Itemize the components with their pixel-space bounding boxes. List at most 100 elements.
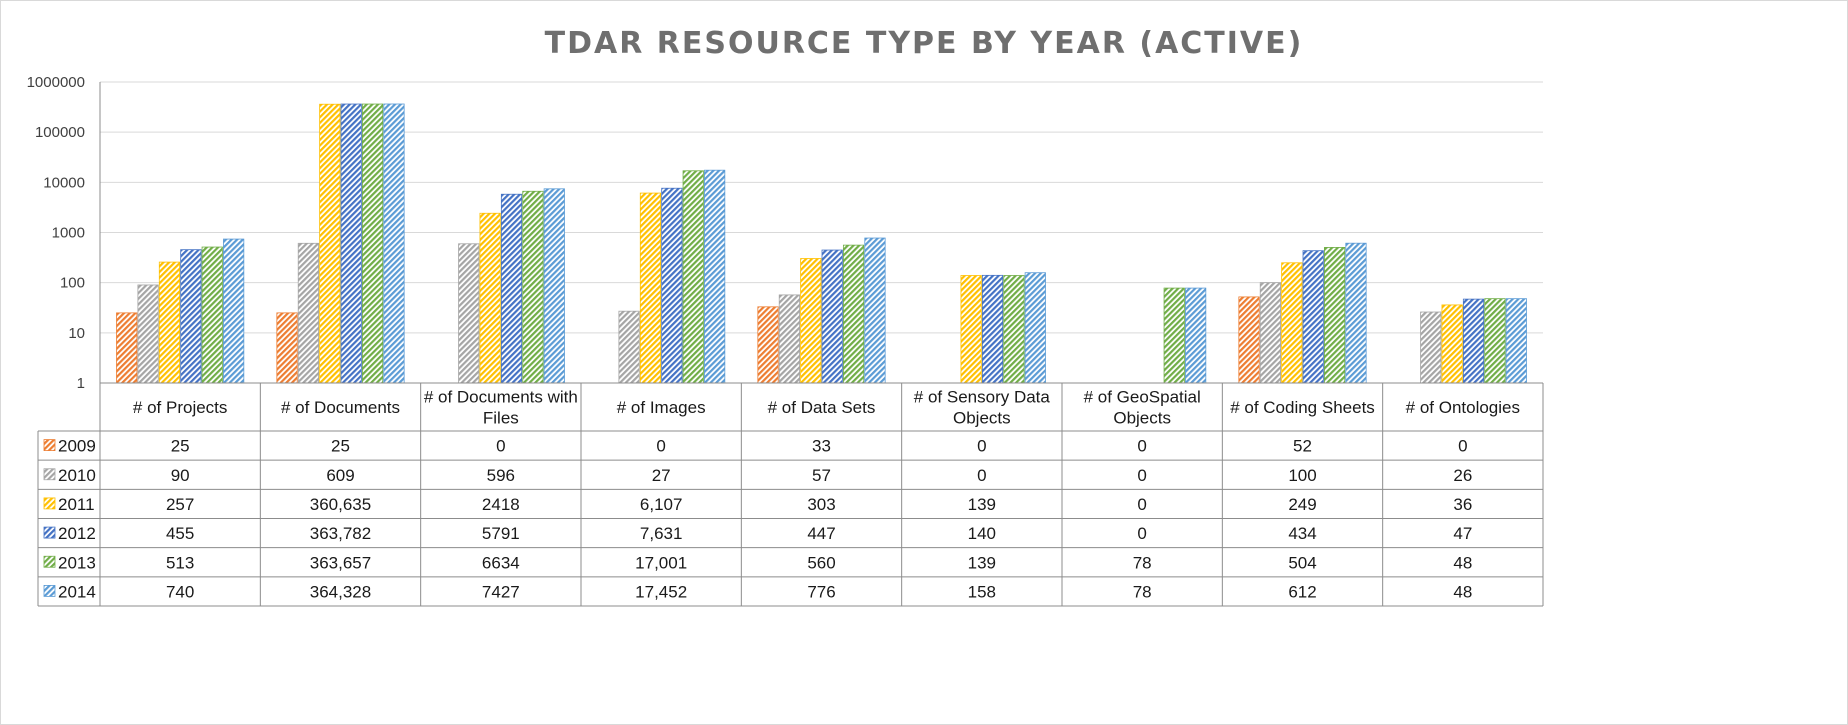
y-tick-label: 1: [77, 375, 85, 392]
bar-2011-7: [1281, 262, 1303, 384]
bar-2012-7: [1302, 250, 1324, 384]
bar-2014-4: [864, 237, 886, 384]
table-cell: 513: [166, 553, 194, 572]
table-cell: 740: [166, 582, 194, 601]
table-cell: 6634: [482, 553, 520, 572]
category-label: # of Data Sets: [768, 398, 876, 417]
chart-title: TDAR RESOURCE TYPE BY YEAR (ACTIVE): [544, 26, 1304, 61]
table-cell: 612: [1288, 582, 1316, 601]
legend-key-2010: [43, 468, 56, 481]
bar-2010-8: [1420, 311, 1442, 384]
table-cell: 249: [1288, 495, 1316, 514]
legend-label: 2013: [58, 553, 96, 572]
table-cell: 90: [171, 466, 190, 485]
bar-2014-1: [383, 103, 405, 384]
category-label: # of Documents: [281, 398, 400, 417]
bar-2013-7: [1323, 247, 1346, 384]
bar-2011-3: [639, 192, 662, 384]
category-label: Files: [483, 409, 519, 428]
table-cell: 7427: [482, 582, 520, 601]
category-label: # of Projects: [133, 398, 228, 417]
bar-2012-1: [340, 103, 362, 384]
bar-2013-2: [522, 190, 544, 384]
table-cell: 17,001: [635, 553, 687, 572]
bar-2010-4: [778, 294, 801, 384]
table-cell: 257: [166, 495, 194, 514]
category-label: # of Coding Sheets: [1230, 398, 1375, 417]
table-cell: 57: [812, 466, 831, 485]
table-cell: 48: [1453, 582, 1472, 601]
table-cell: 434: [1288, 524, 1316, 543]
legend-key-2013: [43, 555, 56, 568]
bar-2011-5: [960, 275, 982, 384]
bar-2013-3: [682, 170, 704, 384]
table-cell: 0: [1137, 466, 1146, 485]
y-tick-label: 1000: [52, 225, 85, 242]
bar-2011-2: [479, 212, 501, 384]
bar-2010-7: [1259, 282, 1282, 384]
legend-key-2011: [43, 497, 56, 510]
table-cell: 33: [812, 437, 831, 456]
table-cell: 0: [1137, 437, 1146, 456]
bar-2014-6: [1185, 287, 1207, 384]
category-label: # of Ontologies: [1406, 398, 1520, 417]
table-cell: 364,328: [310, 582, 371, 601]
bar-2012-5: [981, 274, 1004, 384]
table-cell: 0: [1137, 524, 1146, 543]
y-tick-label: 100000: [35, 124, 85, 141]
table-cell: 78: [1133, 582, 1152, 601]
bar-2014-7: [1345, 242, 1367, 384]
table-cell: 25: [171, 437, 190, 456]
table-cell: 363,657: [310, 553, 371, 572]
bar-2010-1: [297, 242, 320, 384]
bar-2009-4: [757, 306, 779, 384]
table-cell: 6,107: [640, 495, 683, 514]
legend-label: 2009: [58, 437, 96, 456]
y-tick-label: 10: [68, 325, 85, 342]
table-cell: 776: [807, 582, 835, 601]
table-cell: 0: [977, 466, 986, 485]
table-cell: 7,631: [640, 524, 683, 543]
y-tick-label: 100: [60, 275, 85, 292]
legend-key-2014: [43, 585, 56, 597]
bar-2010-2: [458, 243, 480, 384]
table-cell: 0: [656, 437, 665, 456]
table-cell: 48: [1453, 553, 1472, 572]
category-label: Objects: [1113, 409, 1171, 428]
table-cell: 78: [1133, 553, 1152, 572]
bar-2012-8: [1462, 298, 1485, 384]
legend-key-2009: [43, 439, 56, 451]
bar-2009-1: [276, 312, 298, 384]
table-cell: 27: [652, 466, 671, 485]
table-cell: 363,782: [310, 524, 371, 543]
table-cell: 0: [977, 437, 986, 456]
bar-2011-4: [800, 258, 822, 384]
bar-2013-1: [361, 103, 384, 384]
category-label: # of GeoSpatial: [1084, 388, 1201, 407]
bar-2014-2: [543, 188, 565, 384]
legend-label: 2011: [58, 495, 95, 514]
table-cell: 2418: [482, 495, 520, 514]
bar-2014-8: [1505, 298, 1527, 384]
table-cell: 360,635: [310, 495, 371, 514]
bar-2012-2: [500, 193, 523, 384]
table-cell: 0: [496, 437, 505, 456]
legend-label: 2012: [58, 524, 96, 543]
table-cell: 36: [1453, 495, 1472, 514]
table-cell: 158: [968, 582, 996, 601]
category-label: # of Sensory Data: [914, 388, 1051, 407]
table-cell: 26: [1453, 466, 1472, 485]
bar-2013-8: [1484, 298, 1506, 384]
table-cell: 140: [968, 524, 996, 543]
bar-2013-6: [1163, 287, 1185, 384]
bar-2012-3: [661, 187, 683, 384]
category-label: # of Documents with: [424, 388, 578, 407]
table-cell: 560: [807, 553, 835, 572]
bar-2013-4: [842, 244, 865, 384]
bar-2011-0: [158, 261, 181, 384]
table-cell: 447: [807, 524, 835, 543]
bar-2009-0: [116, 312, 138, 384]
bar-2014-3: [704, 169, 726, 384]
legend-key-2012: [43, 526, 56, 539]
